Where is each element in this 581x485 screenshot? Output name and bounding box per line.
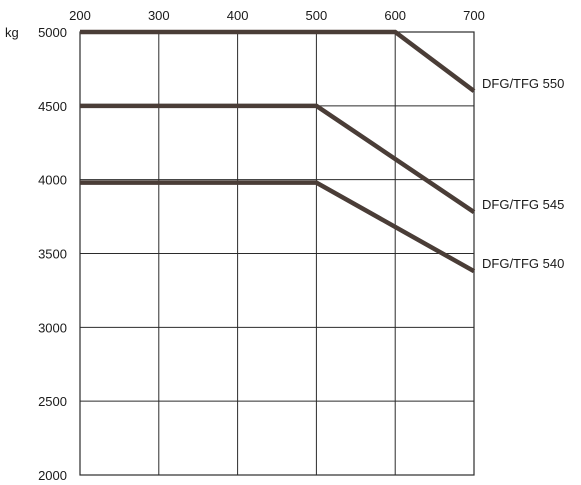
y-tick-label: 4500	[38, 99, 67, 114]
series-lines	[80, 29, 476, 274]
y-axis-ticks: 2000 2500 3000 3500 4000 4500 5000	[38, 25, 67, 483]
x-axis-ticks: 200 300 400 500 600 700	[69, 8, 485, 23]
x-tick-label: 500	[306, 8, 328, 23]
x-tick-label: 400	[227, 8, 249, 23]
y-tick-label: 4000	[38, 173, 67, 188]
series-line-0	[80, 29, 476, 93]
series-line-1	[80, 103, 476, 215]
y-tick-label: 5000	[38, 25, 67, 40]
x-tick-label: 600	[384, 8, 406, 23]
series-labels: DFG/TFG 550 DFG/TFG 545 DFG/TFG 540	[482, 76, 564, 271]
x-tick-label: 700	[463, 8, 485, 23]
x-tick-label: 200	[69, 8, 91, 23]
y-tick-label: 2500	[38, 394, 67, 409]
series-label: DFG/TFG 550	[482, 76, 564, 91]
series-label: DFG/TFG 545	[482, 197, 564, 212]
y-axis-unit-label: kg	[5, 25, 19, 40]
grid	[79, 31, 475, 476]
y-tick-label: 3000	[38, 320, 67, 335]
x-tick-label: 300	[148, 8, 170, 23]
y-tick-label: 2000	[38, 468, 67, 483]
y-tick-label: 3500	[38, 247, 67, 262]
series-line-2	[80, 180, 476, 274]
series-label: DFG/TFG 540	[482, 256, 564, 271]
